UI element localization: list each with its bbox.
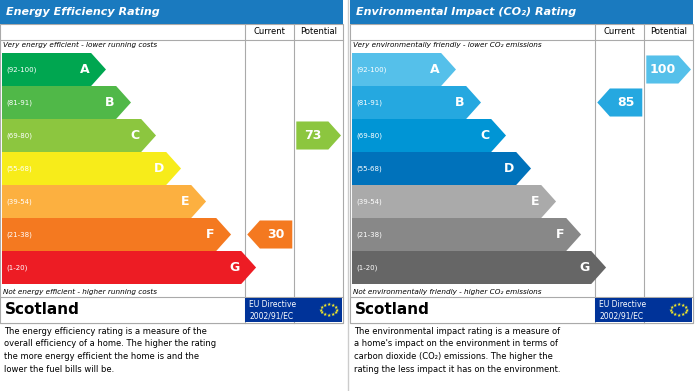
- Text: Environmental Impact (CO₂) Rating: Environmental Impact (CO₂) Rating: [356, 7, 576, 17]
- Polygon shape: [352, 251, 606, 284]
- Text: (92-100): (92-100): [6, 66, 36, 73]
- Text: Very environmentally friendly - lower CO₂ emissions: Very environmentally friendly - lower CO…: [353, 42, 542, 48]
- Polygon shape: [352, 86, 481, 119]
- Text: 73: 73: [304, 129, 321, 142]
- Text: (69-80): (69-80): [6, 132, 32, 139]
- Text: ★: ★: [673, 312, 677, 317]
- Text: Scotland: Scotland: [5, 303, 80, 317]
- Text: EU Directive
2002/91/EC: EU Directive 2002/91/EC: [599, 300, 646, 320]
- Polygon shape: [2, 86, 131, 119]
- Polygon shape: [296, 122, 341, 149]
- Text: ★: ★: [334, 310, 338, 315]
- Text: ★: ★: [668, 307, 673, 312]
- Bar: [350, 24, 693, 323]
- Text: ★: ★: [335, 307, 339, 312]
- Text: G: G: [579, 261, 589, 274]
- Text: ★: ★: [681, 312, 685, 317]
- Text: ★: ★: [327, 302, 331, 307]
- Text: (1-20): (1-20): [6, 264, 27, 271]
- Polygon shape: [646, 56, 691, 84]
- Text: ★: ★: [685, 307, 690, 312]
- Text: Not environmentally friendly - higher CO₂ emissions: Not environmentally friendly - higher CO…: [353, 289, 542, 295]
- Text: B: B: [454, 96, 464, 109]
- Bar: [350, 297, 693, 323]
- Text: ★: ★: [320, 310, 324, 315]
- Text: ★: ★: [323, 303, 327, 308]
- Text: ★: ★: [318, 307, 323, 312]
- Text: D: D: [154, 162, 164, 175]
- Text: (81-91): (81-91): [356, 99, 382, 106]
- Text: Current: Current: [604, 27, 636, 36]
- Polygon shape: [2, 119, 156, 152]
- Text: ★: ★: [331, 312, 335, 317]
- Text: (55-68): (55-68): [356, 165, 382, 172]
- Text: (1-20): (1-20): [356, 264, 377, 271]
- Polygon shape: [352, 218, 581, 251]
- Text: (55-68): (55-68): [6, 165, 32, 172]
- Text: Current: Current: [254, 27, 286, 36]
- Text: EU Directive
2002/91/EC: EU Directive 2002/91/EC: [249, 300, 296, 320]
- Text: The energy efficiency rating is a measure of the
overall efficiency of a home. T: The energy efficiency rating is a measur…: [4, 327, 216, 373]
- Polygon shape: [2, 152, 181, 185]
- Text: Scotland: Scotland: [355, 303, 430, 317]
- Text: ★: ★: [684, 310, 688, 315]
- Text: The environmental impact rating is a measure of
a home's impact on the environme: The environmental impact rating is a mea…: [354, 327, 561, 373]
- Text: C: C: [480, 129, 489, 142]
- Text: (81-91): (81-91): [6, 99, 32, 106]
- Text: Potential: Potential: [650, 27, 687, 36]
- Text: F: F: [206, 228, 214, 241]
- Polygon shape: [352, 152, 531, 185]
- Text: G: G: [229, 261, 239, 274]
- Text: (92-100): (92-100): [356, 66, 386, 73]
- Text: Energy Efficiency Rating: Energy Efficiency Rating: [6, 7, 160, 17]
- Polygon shape: [2, 218, 231, 251]
- Polygon shape: [2, 251, 256, 284]
- Bar: [350, 0, 693, 24]
- Text: D: D: [504, 162, 514, 175]
- Text: ★: ★: [677, 313, 681, 318]
- Text: ★: ★: [320, 305, 324, 310]
- Bar: [0, 24, 343, 323]
- Text: 100: 100: [649, 63, 675, 76]
- Bar: [245, 298, 342, 322]
- Polygon shape: [2, 185, 206, 218]
- Text: Not energy efficient - higher running costs: Not energy efficient - higher running co…: [3, 289, 157, 295]
- Text: (21-38): (21-38): [356, 231, 382, 238]
- Text: ★: ★: [670, 305, 674, 310]
- Bar: [595, 298, 692, 322]
- Text: ★: ★: [681, 303, 685, 308]
- Text: ★: ★: [684, 305, 688, 310]
- Bar: [0, 0, 343, 24]
- Polygon shape: [352, 185, 556, 218]
- Text: ★: ★: [677, 302, 681, 307]
- Text: B: B: [104, 96, 114, 109]
- Polygon shape: [597, 88, 643, 117]
- Text: F: F: [556, 228, 564, 241]
- Text: ★: ★: [670, 310, 674, 315]
- Text: E: E: [181, 195, 189, 208]
- Text: 85: 85: [617, 96, 635, 109]
- Bar: [0, 297, 343, 323]
- Text: ★: ★: [327, 313, 331, 318]
- Text: ★: ★: [331, 303, 335, 308]
- Text: E: E: [531, 195, 539, 208]
- Text: (39-54): (39-54): [6, 198, 32, 205]
- Text: (39-54): (39-54): [356, 198, 382, 205]
- Text: (69-80): (69-80): [356, 132, 382, 139]
- Text: A: A: [430, 63, 439, 76]
- Text: (21-38): (21-38): [6, 231, 32, 238]
- Text: A: A: [80, 63, 89, 76]
- Text: ★: ★: [323, 312, 327, 317]
- Polygon shape: [247, 221, 293, 249]
- Text: Very energy efficient - lower running costs: Very energy efficient - lower running co…: [3, 42, 157, 48]
- Text: C: C: [130, 129, 139, 142]
- Text: ★: ★: [334, 305, 338, 310]
- Text: ★: ★: [673, 303, 677, 308]
- Polygon shape: [2, 53, 106, 86]
- Text: Potential: Potential: [300, 27, 337, 36]
- Polygon shape: [352, 53, 456, 86]
- Text: 30: 30: [267, 228, 285, 241]
- Polygon shape: [352, 119, 506, 152]
